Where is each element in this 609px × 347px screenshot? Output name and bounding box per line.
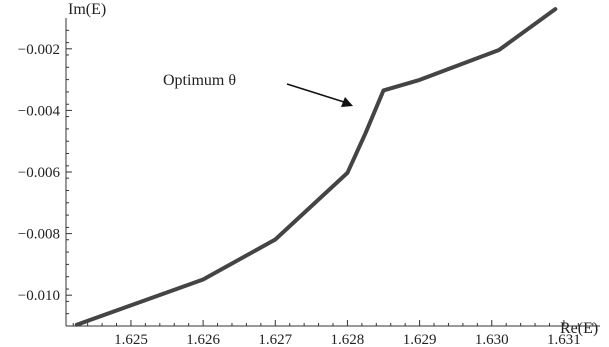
x-tick-label: 1.630 [475,332,509,347]
series-line [74,7,558,327]
annotation-text: Optimum θ [163,72,236,89]
y-minor-ticks [66,29,69,315]
x-major-ticks: 1.625 1.626 1.627 1.628 1.629 1.630 1.631 [114,320,581,347]
annotation-arrow-head [341,97,353,107]
y-axis-label: Im(E) [68,1,106,18]
x-minor-ticks [72,323,594,326]
annotation-group: Optimum θ [163,72,353,107]
series-group [74,7,558,327]
x-tick-label: 1.626 [186,332,220,347]
y-tick-label: −0.008 [18,227,60,243]
axes [65,18,600,327]
y-tick-label: −0.010 [18,288,60,304]
y-tick-label: −0.004 [18,103,61,119]
x-tick-label: 1.625 [114,332,148,347]
y-tick-label: −0.006 [18,165,61,181]
x-tick-label: 1.628 [331,332,365,347]
x-axis-label: Re(E) [560,320,598,337]
y-major-ticks: −0.010 −0.008 −0.006 −0.004 −0.002 [18,42,72,304]
x-tick-label: 1.627 [258,332,292,347]
annotation-arrow-line [286,83,345,103]
x-tick-label: 1.629 [403,332,437,347]
x-tick-label: 1.631 [547,332,581,347]
y-tick-label: −0.002 [18,42,60,58]
